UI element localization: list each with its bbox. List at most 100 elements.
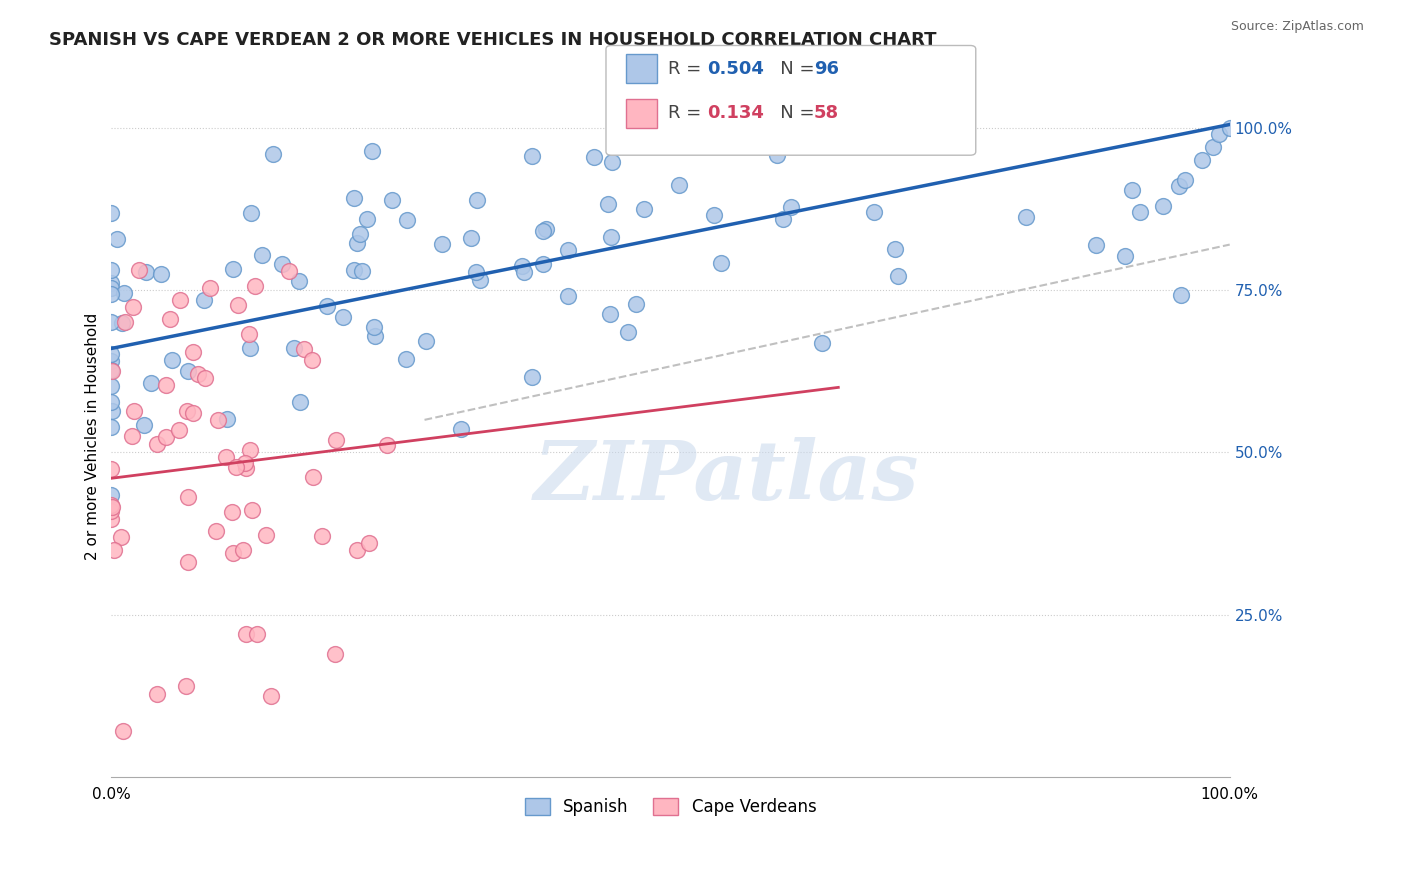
Point — [450, 422, 472, 436]
Point — [465, 265, 488, 279]
Text: 58: 58 — [814, 104, 839, 122]
Point — [132, 418, 155, 433]
Point — [112, 285, 135, 300]
Point — [520, 369, 543, 384]
Point — [235, 627, 257, 641]
Text: 96: 96 — [814, 60, 839, 78]
Point — [332, 310, 354, 324]
Point — [169, 293, 191, 308]
Point — [346, 542, 368, 557]
Point — [250, 248, 273, 262]
Point — [624, 297, 647, 311]
Point — [226, 298, 249, 312]
Point — [1084, 237, 1107, 252]
Point — [323, 647, 346, 661]
Text: 0.504: 0.504 — [707, 60, 763, 78]
Point — [346, 236, 368, 251]
Point — [181, 344, 204, 359]
Point — [177, 364, 200, 378]
Point — [100, 281, 122, 295]
Point — [811, 336, 834, 351]
Point — [862, 205, 884, 219]
Point — [100, 487, 122, 501]
Point — [898, 120, 921, 135]
Text: Source: ZipAtlas.com: Source: ZipAtlas.com — [1230, 20, 1364, 33]
Point — [239, 442, 262, 457]
Text: ZIPatlas: ZIPatlas — [534, 437, 920, 517]
Point — [460, 231, 482, 245]
Point — [177, 490, 200, 504]
Point — [1014, 210, 1036, 224]
Point — [222, 261, 245, 276]
Point — [292, 342, 315, 356]
Point — [193, 293, 215, 307]
Point — [349, 227, 371, 242]
Point — [600, 229, 623, 244]
Point — [101, 364, 124, 378]
Point — [100, 277, 122, 291]
Point — [217, 411, 239, 425]
Point — [363, 320, 385, 334]
Point — [101, 404, 124, 418]
Point — [240, 503, 263, 517]
Point — [703, 208, 725, 222]
Point — [533, 224, 555, 238]
Point — [100, 353, 122, 368]
Point — [207, 413, 229, 427]
Point — [513, 265, 536, 279]
Point — [155, 430, 177, 444]
Point — [205, 524, 228, 538]
Point — [343, 191, 366, 205]
Point — [111, 724, 134, 739]
Point — [520, 149, 543, 163]
Point — [470, 273, 492, 287]
Point — [633, 202, 655, 217]
Point — [415, 334, 437, 348]
Point — [260, 689, 283, 703]
Point — [262, 147, 284, 161]
Point — [181, 406, 204, 420]
Point — [150, 267, 173, 281]
Point — [596, 196, 619, 211]
Point — [557, 288, 579, 302]
Point — [352, 264, 374, 278]
Point — [1129, 205, 1152, 219]
Point — [531, 257, 554, 271]
Point — [239, 341, 262, 355]
Point — [1152, 199, 1174, 213]
Point — [599, 307, 621, 321]
Point — [100, 394, 122, 409]
Point — [225, 459, 247, 474]
Point — [100, 263, 122, 277]
Point — [155, 378, 177, 392]
Point — [283, 342, 305, 356]
Point — [780, 200, 803, 214]
Point — [302, 469, 325, 483]
Point — [122, 404, 145, 418]
Point — [238, 326, 260, 341]
Point — [135, 265, 157, 279]
Point — [1219, 120, 1241, 135]
Point — [100, 461, 122, 475]
Point — [174, 679, 197, 693]
Point — [1170, 288, 1192, 302]
Point — [316, 299, 339, 313]
Point — [128, 263, 150, 277]
Point — [145, 687, 167, 701]
Point — [243, 279, 266, 293]
Point — [100, 498, 122, 512]
Point — [100, 315, 122, 329]
Point — [114, 315, 136, 329]
Point — [187, 368, 209, 382]
Point — [198, 280, 221, 294]
Point — [883, 242, 905, 256]
Point — [277, 264, 299, 278]
Point — [145, 437, 167, 451]
Point — [111, 316, 134, 330]
Point — [465, 194, 488, 208]
Point — [557, 243, 579, 257]
Legend: Spanish, Cape Verdeans: Spanish, Cape Verdeans — [517, 791, 823, 823]
Y-axis label: 2 or more Vehicles in Household: 2 or more Vehicles in Household — [86, 312, 100, 559]
Point — [510, 259, 533, 273]
Point — [239, 205, 262, 219]
